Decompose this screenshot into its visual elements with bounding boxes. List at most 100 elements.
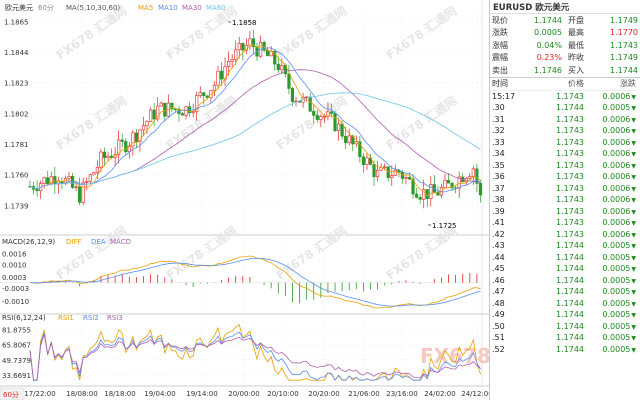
tick-row[interactable]: .46 1.1744 0.0005▼	[490, 275, 640, 287]
macd-bar-label: MACD	[110, 238, 131, 246]
down-arrow-icon: ▼	[631, 139, 636, 147]
price-tick-label: 1.1802	[4, 110, 29, 118]
tick-price: 1.1744	[556, 333, 584, 343]
time-tick-label: 24/02:00	[424, 390, 455, 398]
tick-change: 0.0006▼	[602, 183, 636, 193]
candle-body	[475, 168, 479, 184]
col-price: 价格	[568, 79, 584, 88]
tick-row[interactable]: .34 1.1743 0.0006▼	[490, 148, 640, 160]
tick-price: 1.1743	[556, 229, 584, 239]
candle-body	[127, 145, 131, 153]
rsi-legend: RSI(6,12,24) RSI1 RSI2 RSI3	[2, 314, 123, 322]
tick-row[interactable]: .39 1.1743 0.0006▼	[490, 206, 640, 218]
tick-time: .41	[492, 218, 505, 228]
candle-body	[159, 102, 163, 107]
quote-row: 涨幅 0.04% 最低 1.1743	[492, 39, 638, 52]
tick-row[interactable]: .33 1.1743 0.0006▼	[490, 137, 640, 149]
tick-change: 0.0006▼	[602, 172, 636, 182]
tick-time: .51	[492, 333, 505, 343]
candle-body	[230, 58, 234, 62]
candle-body	[407, 176, 412, 180]
tick-time: .49	[492, 310, 505, 320]
tick-price: 1.1743	[556, 172, 584, 182]
ma5-label: MA5	[138, 4, 153, 12]
tick-row[interactable]: .38 1.1743 0.0006▼	[490, 194, 640, 206]
quote-label: 卖出	[492, 65, 508, 75]
tick-row[interactable]: .44 1.1744 0.0005▼	[490, 252, 640, 264]
tick-row[interactable]: 15:17 1.1743 0.0006▼	[490, 91, 640, 103]
candle-body	[202, 92, 206, 97]
candle-body	[85, 181, 89, 183]
tick-change: 0.0005▼	[602, 321, 636, 331]
tick-row[interactable]: .35 1.1743 0.0006▼	[490, 160, 640, 172]
tick-time: .42	[492, 229, 505, 239]
candle-body	[88, 174, 92, 182]
tick-row[interactable]: .52 1.1744 0.0005▼	[490, 344, 640, 356]
tick-change: 0.0005▼	[602, 252, 636, 262]
rsi-tick-label: 49.7379	[2, 357, 31, 365]
ma60-line	[29, 92, 481, 190]
tick-row[interactable]: .48 1.1744 0.0005▼	[490, 298, 640, 310]
macd-legend: MACD(26,12,9) DIFF DEA MACD	[2, 238, 131, 246]
tick-row[interactable]: .43 1.1744 0.0005▼	[490, 240, 640, 252]
candle-body	[180, 113, 185, 116]
down-arrow-icon: ▼	[631, 208, 636, 216]
tick-price: 1.1743	[556, 126, 584, 136]
kline-chart[interactable]: FX678 汇通网 FX678 汇通网 FX678 汇通网 FX678 汇通网FX67…	[0, 0, 489, 400]
candle-body	[429, 184, 433, 199]
tick-row[interactable]: .49 1.1744 0.0005▼	[490, 309, 640, 321]
tick-row[interactable]: .32 1.1743 0.0006▼	[490, 125, 640, 137]
tick-price: 1.1744	[556, 321, 584, 331]
candle-body	[163, 102, 167, 117]
tick-time: .50	[492, 321, 505, 331]
candle-body	[411, 178, 415, 195]
price-tick-label: 1.1865	[4, 18, 29, 26]
price-tick-label: 1.1823	[4, 80, 29, 88]
candle-body	[81, 182, 85, 203]
tick-change: 0.0005▼	[602, 310, 636, 320]
tick-row[interactable]: .36 1.1743 0.0006▼	[490, 171, 640, 183]
tick-time: .32	[492, 126, 505, 136]
down-arrow-icon: ▼	[631, 105, 636, 113]
candle-body	[67, 176, 71, 179]
candle-body	[319, 116, 323, 120]
tick-row[interactable]: .30 1.1744 0.0005▼	[490, 102, 640, 114]
tick-price: 1.1743	[556, 137, 584, 147]
quote-row: 震幅 0.23% 昨收 1.1749	[492, 52, 638, 65]
tick-row[interactable]: .50 1.1744 0.0005▼	[490, 321, 640, 333]
tick-table[interactable]: 15:17 1.1743 0.0006▼ .30 1.1744 0.0005▼ .3…	[490, 91, 640, 356]
quote-value: 1.1749	[610, 53, 638, 63]
tick-row[interactable]: .45 1.1744 0.0005▼	[490, 263, 640, 275]
candle-body	[375, 169, 380, 178]
tick-row[interactable]: .41 1.1743 0.0006▼	[490, 217, 640, 229]
quote-panel: EURUSD 欧元美元 现价 1.1744 开盘 1.1749 涨跌 0.0005…	[489, 0, 640, 400]
tick-row[interactable]: .42 1.1743 0.0006▼	[490, 229, 640, 241]
candle-body	[241, 43, 245, 51]
candle-body	[315, 115, 319, 120]
tick-row[interactable]: .37 1.1743 0.0006▼	[490, 183, 640, 195]
rsi2-label: RSI2	[83, 314, 99, 322]
candle-body	[106, 155, 110, 159]
tick-time: .37	[492, 183, 505, 193]
tick-price: 1.1744	[556, 103, 584, 113]
rsi3-line	[29, 334, 481, 381]
candle-body	[336, 123, 341, 132]
candle-body	[145, 121, 149, 127]
tick-price: 1.1743	[556, 195, 584, 205]
tick-price: 1.1744	[556, 298, 584, 308]
tick-price: 1.1744	[556, 287, 584, 297]
candle-body	[74, 186, 78, 188]
tick-change: 0.0006▼	[602, 160, 636, 170]
tick-time: 15:17	[492, 91, 516, 101]
candle-body	[361, 156, 366, 165]
tick-row[interactable]: .47 1.1744 0.0005▼	[490, 286, 640, 298]
tick-price: 1.1744	[556, 275, 584, 285]
tick-row[interactable]: .31 1.1743 0.0006▼	[490, 114, 640, 126]
tick-row[interactable]: .51 1.1744 0.0005▼	[490, 332, 640, 344]
candle-body	[383, 166, 387, 169]
price-tick-label: 1.1739	[4, 202, 29, 210]
interval-switch[interactable]: 60分	[3, 390, 19, 399]
candle-body	[134, 132, 139, 142]
tick-change: 0.0005▼	[602, 103, 636, 113]
panel-title: EURUSD 欧元美元	[490, 0, 640, 14]
